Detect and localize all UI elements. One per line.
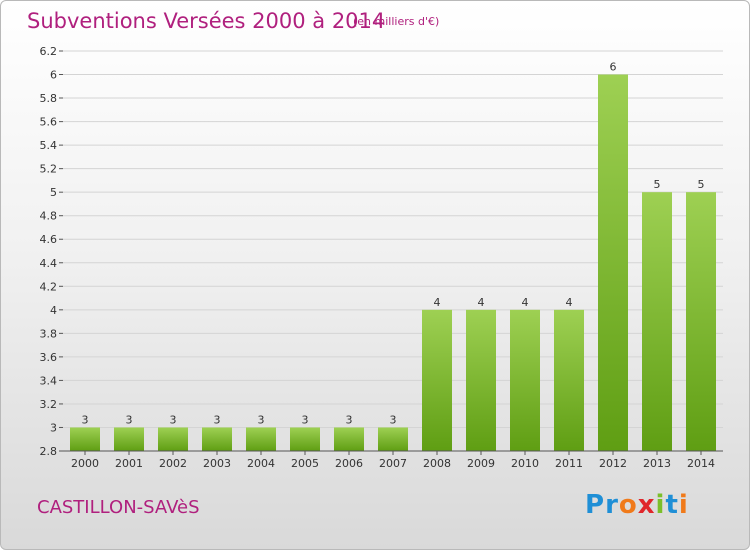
bar-2012 [598,74,628,451]
bars [70,74,716,452]
value-label-2011: 4 [566,296,573,309]
x-tick-label-2010: 2010 [511,457,539,470]
logo-letter: x [637,490,656,520]
x-tick-label-2006: 2006 [335,457,363,470]
y-tick-label: 6.2 [40,45,58,58]
value-label-2008: 4 [434,296,441,309]
y-tick-label: 3.2 [40,398,58,411]
value-label-2007: 3 [390,413,397,426]
bar-2010 [510,309,540,451]
logo-letter: i [678,490,689,520]
y-tick-label: 5.8 [40,92,58,105]
y-tick-label: 3.6 [40,351,58,364]
y-tick-label: 4.6 [40,233,58,246]
value-label-2001: 3 [126,413,133,426]
x-tick-label-2000: 2000 [71,457,99,470]
x-axis-ticks: 2000 2001 2002 2003 2004 2005 2006 2007 2008 2009… [71,451,715,470]
value-label-2002: 3 [170,413,177,426]
x-tick-label-2013: 2013 [643,457,671,470]
value-label-2006: 3 [346,413,353,426]
bar-2001 [114,427,144,451]
y-tick-label: 4.4 [40,257,58,270]
x-tick-label-2004: 2004 [247,457,275,470]
x-tick-label-2003: 2003 [203,457,231,470]
x-tick-label-2008: 2008 [423,457,451,470]
logo-letter: r [605,490,619,520]
value-labels: 3 3 3 3 3 3 3 3 4 4 4 4 6 5 5 [82,61,705,427]
y-axis-ticks: 2.8 3 3.2 3.4 3.6 3.8 4 4.2 4.4 4.6 4.8 5 5.2 5.4 5.6 5… [40,45,63,458]
bar-2009 [466,309,496,451]
bar-2004 [246,427,276,451]
y-tick-label: 3 [50,421,57,434]
x-tick-label-2002: 2002 [159,457,187,470]
y-tick-label: 4.2 [40,280,58,293]
x-tick-label-2005: 2005 [291,457,319,470]
bar-2003 [202,427,232,451]
y-tick-label: 3.8 [40,327,58,340]
chart-title: Subventions Versées 2000 à 2014 [27,9,386,33]
value-label-2013: 5 [654,178,661,191]
y-tick-label: 4 [50,304,57,317]
bar-2007 [378,427,408,451]
x-tick-label-2014: 2014 [687,457,715,470]
x-tick-label-2007: 2007 [379,457,407,470]
value-label-2003: 3 [214,413,221,426]
y-tick-label: 5.4 [40,139,58,152]
y-tick-label: 4.8 [40,210,58,223]
logo-letter: o [618,490,638,520]
value-label-2010: 4 [522,296,529,309]
bar-2008 [422,309,452,451]
chart-unit: (en milliers d'€) [353,15,440,28]
y-tick-label: 5.2 [40,163,58,176]
logo-letter: i [655,490,666,520]
bar-2013 [642,192,672,452]
x-tick-label-2011: 2011 [555,457,583,470]
x-tick-label-2009: 2009 [467,457,495,470]
value-label-2005: 3 [302,413,309,426]
y-tick-label: 5.6 [40,116,58,129]
value-label-2009: 4 [478,296,485,309]
x-tick-label-2001: 2001 [115,457,143,470]
value-label-2014: 5 [698,178,705,191]
bar-2000 [70,427,100,451]
value-label-2000: 3 [82,413,89,426]
y-tick-label: 5 [50,186,57,199]
bar-2002 [158,427,188,451]
logo-letter: t [665,490,679,520]
y-tick-label: 2.8 [40,445,58,458]
bar-2014 [686,192,716,452]
proxiti-logo: Proxiti [585,490,689,520]
bar-2006 [334,427,364,451]
value-label-2004: 3 [258,413,265,426]
x-tick-label-2012: 2012 [599,457,627,470]
y-tick-label: 3.4 [40,374,58,387]
y-tick-label: 6 [50,69,57,82]
bar-2005 [290,427,320,451]
commune-name: CASTILLON-SAVèS [37,497,200,518]
value-label-2012: 6 [610,61,617,74]
logo-letter: P [585,490,606,520]
bar-2011 [554,309,584,451]
